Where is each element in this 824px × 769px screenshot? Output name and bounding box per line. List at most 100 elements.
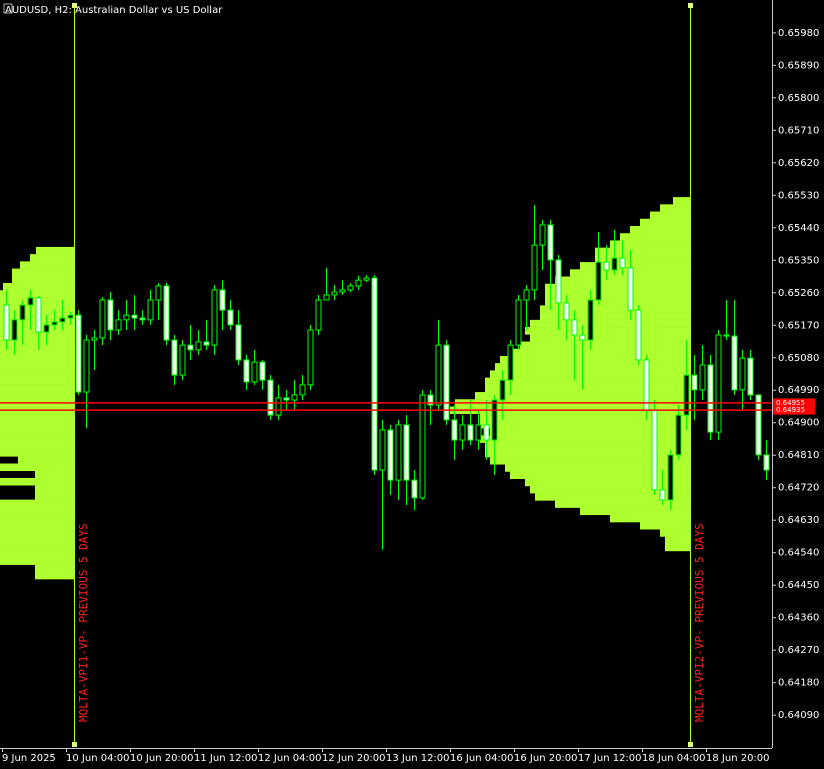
- volume-profile-bar: [545, 290, 690, 299]
- volume-profile-bar: [0, 542, 74, 551]
- candle-body: [331, 291, 338, 296]
- candle-body: [43, 324, 50, 333]
- y-tick-label: 0.65260: [778, 288, 819, 299]
- candle-body: [147, 299, 154, 321]
- chart-title: AUDUSD, H2: Australian Dollar vs US Doll…: [5, 5, 223, 16]
- volume-profile-bar: [485, 449, 690, 458]
- candle-body: [179, 344, 186, 376]
- candle-body: [699, 364, 706, 391]
- y-tick-label: 0.64270: [778, 645, 819, 656]
- y-tick-label: 0.64540: [778, 548, 819, 559]
- boundary-handle: [72, 742, 77, 747]
- volume-profile-bar: [530, 334, 690, 342]
- volume-profile-bar: [0, 434, 74, 443]
- volume-profile-bar: [35, 564, 74, 573]
- volume-profile-bar: [35, 485, 74, 493]
- y-tick-label: 0.65620: [778, 158, 819, 169]
- candle-body: [115, 319, 122, 331]
- volume-profile-bar: [0, 412, 74, 421]
- candle-body: [371, 277, 378, 471]
- candle-body: [35, 297, 42, 333]
- volume-profile-bar: [610, 514, 690, 523]
- candle-body: [419, 394, 426, 499]
- candle-body: [339, 289, 346, 293]
- candle-body: [723, 334, 730, 337]
- candle-body: [19, 304, 26, 321]
- candle-body: [683, 374, 690, 416]
- volume-profile-bar: [0, 369, 74, 378]
- candle-body: [155, 285, 162, 301]
- volume-profile-bar: [525, 327, 690, 335]
- candle-body: [347, 285, 354, 291]
- volume-profile-bar: [530, 319, 690, 328]
- y-tick-label: 0.64360: [778, 613, 819, 624]
- volume-profile-bar: [530, 485, 690, 494]
- volume-profile-bar: [490, 457, 690, 465]
- price-tag-label: 0.64935: [776, 406, 805, 414]
- volume-profile-bar: [640, 522, 690, 530]
- price-tag-label: 0.64955: [776, 399, 805, 407]
- volume-profile-bar: [0, 441, 74, 450]
- x-tick-label: 9 Jun 2025: [2, 753, 56, 764]
- candle-body: [523, 289, 530, 301]
- candle-body: [99, 299, 106, 339]
- volume-profile-bar: [0, 514, 74, 522]
- volume-profile-bar: [660, 529, 690, 537]
- candle-body: [235, 324, 242, 361]
- profile-label: MQLTA-VPI2-VP- PREVIOUS 5 DAYS: [693, 523, 706, 722]
- y-tick-label: 0.64810: [778, 450, 819, 461]
- candle-body: [659, 489, 666, 501]
- volume-profile-bar: [35, 492, 74, 500]
- candle-body: [355, 279, 362, 287]
- volume-profile-bar: [480, 413, 690, 422]
- candle-body: [171, 339, 178, 376]
- candle-body: [611, 257, 618, 271]
- x-tick-label: 11 Jun 12:00: [194, 753, 258, 764]
- price-tag: [773, 398, 815, 408]
- y-tick-label: 0.65440: [778, 223, 819, 234]
- volume-profile-bar: [0, 499, 74, 508]
- candle-body: [563, 302, 570, 321]
- candle-body: [291, 394, 298, 401]
- candle-body: [747, 357, 754, 396]
- volume-profile-bar: [650, 211, 690, 220]
- symbol-icon: [3, 3, 13, 14]
- volume-profile-bar: [0, 557, 74, 565]
- volume-profile-bar: [3, 283, 74, 291]
- volume-profile-bar: [0, 477, 74, 486]
- volume-profile-bar: [510, 348, 690, 357]
- volume-profile-bar: [555, 276, 690, 285]
- candle-body: [667, 454, 674, 501]
- candle-body: [139, 317, 146, 321]
- candle-body: [91, 337, 98, 341]
- volume-profile-bar: [660, 204, 690, 212]
- candle-body: [315, 299, 322, 331]
- candle-body: [539, 224, 546, 246]
- x-tick-label: 17 Jun 12:00: [578, 753, 642, 764]
- candle-body: [163, 285, 170, 341]
- volume-profile-bar: [475, 392, 690, 400]
- candle-body: [531, 244, 538, 291]
- y-tick-label: 0.64450: [778, 580, 819, 591]
- candle-body: [59, 317, 66, 323]
- volume-profile-bar: [0, 348, 74, 356]
- volume-profile-bar: [480, 435, 690, 443]
- volume-profile-bar: [0, 427, 74, 435]
- x-tick-label: 18 Jun 20:00: [706, 753, 770, 764]
- candle-body: [203, 341, 210, 346]
- volume-profile-bar: [595, 247, 690, 256]
- candle-body: [459, 424, 466, 441]
- candle-body: [323, 294, 330, 301]
- candle-body: [107, 299, 114, 331]
- candle-body: [275, 397, 282, 416]
- candle-body: [51, 321, 58, 326]
- volume-profile-bar: [620, 233, 690, 241]
- y-tick-label: 0.65890: [778, 60, 819, 71]
- x-tick-label: 16 Jun 04:00: [450, 753, 514, 764]
- candle-body: [363, 277, 370, 281]
- y-tick-label: 0.65980: [778, 28, 819, 39]
- candle-body: [603, 261, 610, 271]
- x-tick-label: 16 Jun 20:00: [514, 753, 578, 764]
- y-tick-label: 0.65350: [778, 255, 819, 266]
